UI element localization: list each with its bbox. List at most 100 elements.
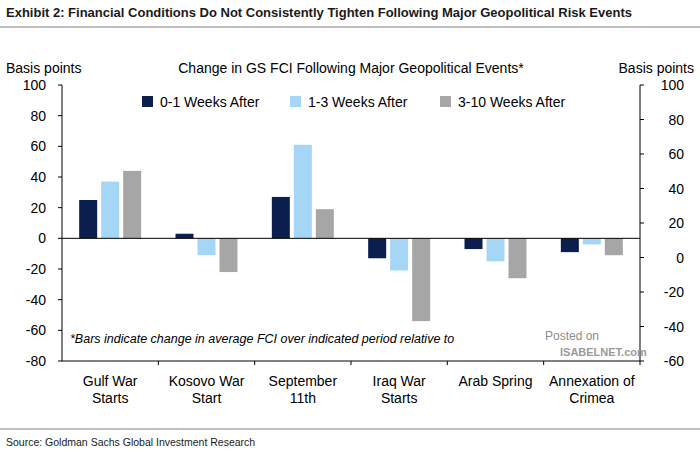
y2-tick-label: -60 xyxy=(664,353,684,369)
bar xyxy=(294,145,312,239)
y-tick-label: 60 xyxy=(30,138,46,154)
x-tick-label: Gulf WarStarts xyxy=(83,373,138,406)
subtitle: Change in GS FCI Following Major Geopoli… xyxy=(178,60,524,76)
bar xyxy=(583,238,601,244)
y-tick xyxy=(58,115,62,116)
y-tick xyxy=(58,238,62,239)
y2-axis-label: Basis points xyxy=(619,60,694,76)
y2-axis xyxy=(640,85,641,361)
y-tick xyxy=(58,85,62,86)
chart: Exhibit 2: Financial Conditions Do Not C… xyxy=(0,0,700,460)
x-axis xyxy=(62,238,640,239)
bar xyxy=(272,197,290,238)
x-tick xyxy=(158,361,159,365)
title: Exhibit 2: Financial Conditions Do Not C… xyxy=(6,5,632,20)
x-tick xyxy=(254,361,255,365)
bar xyxy=(198,238,216,255)
y2-tick-label: -20 xyxy=(664,284,684,300)
y-tick-label: 20 xyxy=(30,200,46,216)
y2-tick-label: 20 xyxy=(668,215,684,231)
x-tick-label: September11th xyxy=(269,373,338,406)
legend-label: 3-10 Weeks After xyxy=(458,94,565,110)
bar xyxy=(123,171,141,238)
y2-tick xyxy=(640,257,644,258)
x-tick xyxy=(543,361,544,365)
x-tick-label-line: Start xyxy=(192,390,222,406)
bar xyxy=(220,238,238,272)
x-tick xyxy=(351,361,352,365)
y-tick xyxy=(58,361,62,362)
annotation: *Bars indicate change in average FCI ove… xyxy=(70,332,454,346)
watermark: Posted on xyxy=(545,329,599,343)
y2-tick-label: 80 xyxy=(668,112,684,128)
y2-tick-label: 0 xyxy=(676,250,684,266)
bar xyxy=(605,238,623,255)
y2-tick xyxy=(640,85,644,86)
y-tick xyxy=(58,299,62,300)
y2-tick-label: 100 xyxy=(661,77,685,93)
x-tick-label: Annexation ofCrimea xyxy=(549,373,635,406)
x-tick-label: Arab Spring xyxy=(459,373,533,389)
y2-tick-label: -40 xyxy=(664,319,684,335)
legend-swatch xyxy=(290,96,301,107)
source: Source: Goldman Sachs Global Investment … xyxy=(6,436,255,448)
legend-label: 0-1 Weeks After xyxy=(160,94,260,110)
y-tick-label: -80 xyxy=(26,353,46,369)
x-tick-label-line: Iraq War xyxy=(373,373,426,389)
bar xyxy=(316,209,334,238)
y-tick-label: 80 xyxy=(30,108,46,124)
y-tick xyxy=(58,330,62,331)
y2-tick xyxy=(640,223,644,224)
x-tick-label: Iraq WarStarts xyxy=(373,373,426,406)
y-tick xyxy=(58,146,62,147)
x-tick-label: Kosovo WarStart xyxy=(169,373,245,406)
x-tick-label-line: Starts xyxy=(381,390,418,406)
bar xyxy=(412,238,430,321)
legend-label: 1-3 Weeks After xyxy=(308,94,408,110)
watermark: ISABELNET.com xyxy=(560,346,647,358)
y-tick-label: 100 xyxy=(23,77,47,93)
bar xyxy=(176,234,194,239)
y-tick-label: -60 xyxy=(26,322,46,338)
y2-tick xyxy=(640,119,644,120)
y2-tick xyxy=(640,326,644,327)
x-tick-label-line: Kosovo War xyxy=(169,373,245,389)
x-tick-label-line: Annexation of xyxy=(549,373,635,389)
bar xyxy=(101,182,119,239)
bar xyxy=(561,238,579,252)
y2-tick-label: 40 xyxy=(668,181,684,197)
y-tick xyxy=(58,207,62,208)
legend-swatch xyxy=(440,96,451,107)
x-tick-label-line: Starts xyxy=(92,390,129,406)
bar xyxy=(79,200,97,238)
divider xyxy=(0,429,700,430)
y-tick-label: -40 xyxy=(26,292,46,308)
x-tick-label-line: Crimea xyxy=(569,390,614,406)
y-tick-label: 40 xyxy=(30,169,46,185)
x-tick-label-line: Gulf War xyxy=(83,373,138,389)
y-tick-label: 0 xyxy=(38,230,46,246)
x-tick-label-line: September xyxy=(269,373,338,389)
y-tick-label: -20 xyxy=(26,261,46,277)
y2-tick xyxy=(640,361,644,362)
legend-swatch xyxy=(142,96,153,107)
bottom-axis xyxy=(62,361,640,362)
bar xyxy=(390,238,408,270)
y-axis xyxy=(62,85,63,361)
bars xyxy=(79,145,623,321)
x-tick xyxy=(640,361,641,365)
y-tick xyxy=(58,269,62,270)
y2-tick xyxy=(640,188,644,189)
x-tick xyxy=(447,361,448,365)
x-tick-label-line: Arab Spring xyxy=(459,373,533,389)
bar xyxy=(509,238,527,278)
y-tick xyxy=(58,177,62,178)
y2-tick-label: 60 xyxy=(668,146,684,162)
y-axis-label: Basis points xyxy=(6,60,81,76)
y2-tick xyxy=(640,154,644,155)
divider xyxy=(0,27,700,28)
bar xyxy=(465,238,483,249)
x-tick-label-line: 11th xyxy=(290,390,316,406)
bar xyxy=(487,238,505,261)
y2-tick xyxy=(640,292,644,293)
